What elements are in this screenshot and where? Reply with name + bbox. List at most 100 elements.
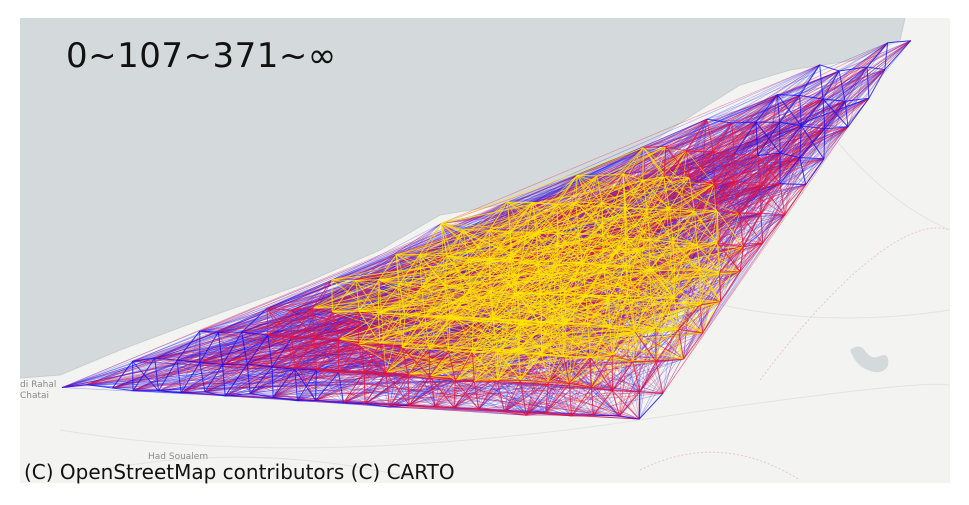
- flow-line: [358, 343, 380, 346]
- flow-line: [716, 242, 721, 273]
- flow-line: [643, 147, 718, 212]
- flow-line: [246, 334, 269, 365]
- flow-line: [409, 361, 657, 406]
- flow-line: [225, 337, 292, 397]
- flow-line: [176, 359, 200, 363]
- flow-line: [446, 255, 469, 260]
- flow-line: [712, 122, 733, 152]
- flow-line: [61, 258, 490, 388]
- flow-line: [557, 147, 644, 234]
- flow-line: [199, 362, 206, 392]
- flow-line: [61, 125, 802, 388]
- flow-line: [646, 176, 665, 210]
- flow-line: [655, 361, 664, 394]
- flow-line: [266, 308, 269, 336]
- flow-line: [609, 327, 635, 332]
- flow-line: [314, 258, 511, 339]
- flow-line: [509, 258, 518, 294]
- flow-line: [760, 183, 781, 214]
- flow-line: [625, 179, 644, 209]
- flow-line: [377, 312, 381, 344]
- flow-line: [612, 329, 679, 391]
- flow-line: [575, 175, 598, 203]
- flow-line: [575, 40, 911, 203]
- flow-line: [272, 337, 315, 398]
- flow-line: [601, 173, 624, 204]
- flow-line: [733, 181, 762, 187]
- flow-line: [761, 70, 840, 186]
- flow-line: [587, 304, 701, 324]
- flow-line: [294, 369, 317, 401]
- flow-line: [225, 393, 251, 397]
- flow-line: [389, 348, 430, 408]
- flow-line: [556, 265, 565, 292]
- flow-line: [455, 380, 613, 391]
- flow-line: [673, 212, 761, 299]
- flow-line: [249, 366, 273, 394]
- flow-line: [702, 242, 764, 334]
- flow-line: [199, 175, 578, 332]
- flow-line: [713, 94, 778, 152]
- flow-line: [663, 146, 667, 177]
- flow-line: [706, 119, 735, 182]
- flow-line: [575, 202, 580, 234]
- flow-line: [590, 354, 613, 388]
- flow-line: [496, 175, 598, 381]
- flow-line: [313, 337, 317, 371]
- flow-line: [132, 361, 475, 382]
- flow-line: [199, 308, 313, 332]
- flow-line: [377, 279, 380, 313]
- flow-line: [315, 372, 387, 401]
- flow-line: [868, 69, 886, 99]
- flow-line: [401, 316, 426, 348]
- flow-line: [642, 179, 701, 306]
- flow-line: [445, 284, 471, 289]
- flow-line: [717, 210, 744, 248]
- flow-line: [593, 332, 703, 416]
- flow-line: [332, 254, 397, 312]
- flow-line: [537, 264, 542, 294]
- sea-area: [20, 18, 905, 378]
- flow-line: [378, 254, 397, 281]
- flow-line: [532, 202, 558, 205]
- flow-line: [537, 233, 559, 266]
- flow-line: [712, 151, 735, 182]
- flow-line: [154, 301, 721, 359]
- flow-line: [441, 147, 644, 224]
- flow-line: [712, 151, 715, 185]
- flow-line: [474, 327, 656, 382]
- flow-line: [665, 95, 800, 147]
- flow-line: [706, 119, 714, 152]
- flow-line: [267, 118, 707, 336]
- flow-line: [518, 349, 542, 355]
- flow-line: [689, 177, 715, 185]
- flow-line: [884, 40, 912, 70]
- flow-line: [632, 361, 641, 393]
- flow-line: [525, 381, 550, 416]
- flow-line: [779, 183, 786, 215]
- flow-line: [343, 402, 365, 405]
- flow-line: [132, 316, 426, 391]
- flow-line: [405, 314, 527, 416]
- flow-line: [396, 254, 610, 328]
- flow-line: [838, 70, 846, 102]
- flow-line: [548, 356, 564, 383]
- flow-line: [290, 309, 315, 339]
- flow-line: [396, 175, 598, 255]
- flow-line: [694, 183, 715, 212]
- flow-line: [472, 293, 542, 353]
- flow-line: [291, 337, 296, 370]
- flow-line: [799, 66, 868, 158]
- flow-line: [518, 350, 521, 381]
- flow-line: [112, 360, 133, 389]
- flow-line: [639, 361, 657, 393]
- flow-line: [663, 176, 718, 212]
- flow-line: [686, 150, 785, 216]
- flow-line: [761, 66, 868, 186]
- flow-line: [655, 242, 674, 362]
- flow-line: [472, 351, 546, 414]
- flow-line: [689, 100, 846, 178]
- flow-line: [158, 390, 182, 394]
- flow-line: [575, 201, 701, 270]
- flow-line: [316, 369, 339, 373]
